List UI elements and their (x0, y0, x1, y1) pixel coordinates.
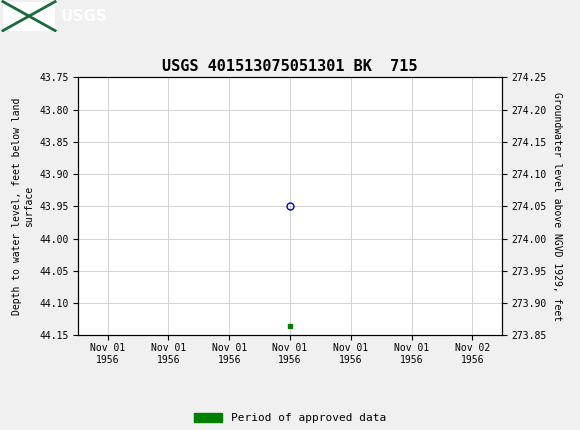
Text: USGS 401513075051301 BK  715: USGS 401513075051301 BK 715 (162, 59, 418, 74)
Y-axis label: Depth to water level, feet below land
surface: Depth to water level, feet below land su… (12, 98, 34, 315)
Legend: Period of approved data: Period of approved data (190, 409, 390, 428)
Y-axis label: Groundwater level above NGVD 1929, feet: Groundwater level above NGVD 1929, feet (552, 92, 562, 321)
Bar (3, 2, 55, 31)
Text: USGS: USGS (61, 9, 108, 24)
